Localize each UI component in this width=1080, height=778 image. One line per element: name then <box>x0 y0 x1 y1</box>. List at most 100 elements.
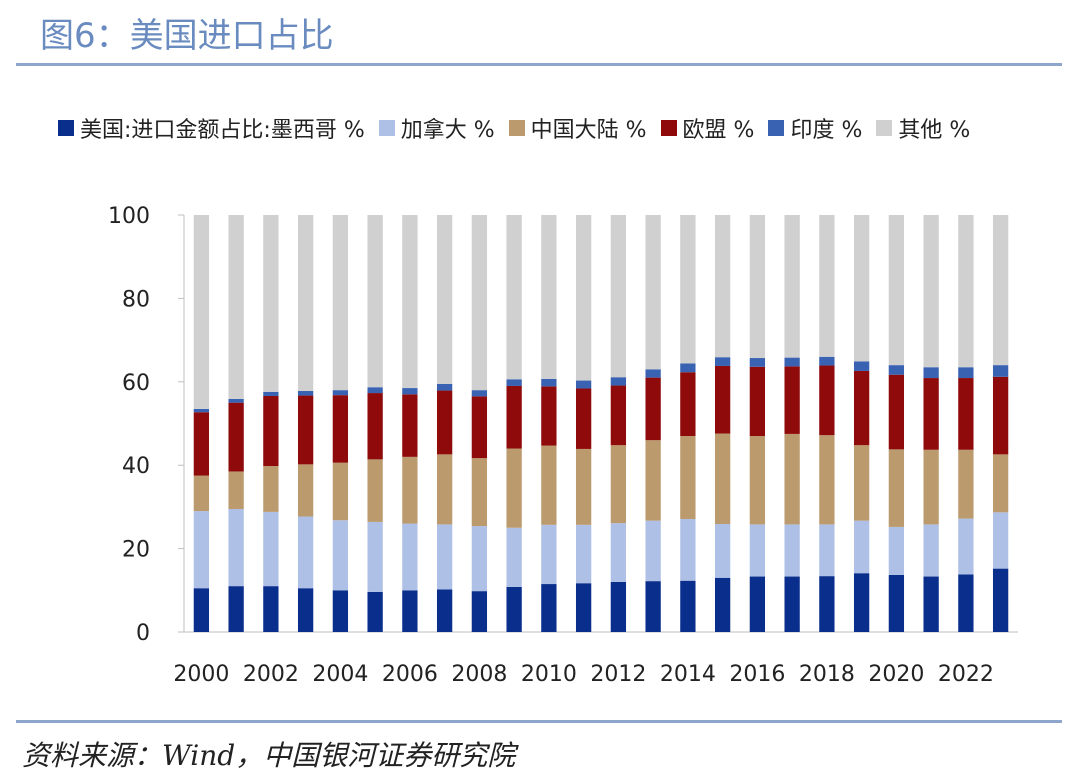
bar-segment <box>402 394 418 457</box>
x-tick-label: 2002 <box>243 662 299 687</box>
bar-segment <box>541 524 557 585</box>
bar-segment <box>714 523 731 578</box>
legend-item: 欧盟 % <box>660 112 755 144</box>
bar-segment <box>853 573 870 632</box>
bar-segment <box>436 390 453 455</box>
bar-segment <box>575 524 592 584</box>
bar-segment <box>228 398 244 403</box>
bar-segment <box>436 524 453 590</box>
bar-segment <box>263 586 279 632</box>
bar-segment <box>228 402 244 472</box>
bar-segment <box>263 511 279 587</box>
bar-segment <box>819 435 835 525</box>
bar-segment <box>645 369 661 378</box>
bar-segment <box>575 215 592 381</box>
bar-segment <box>853 520 870 574</box>
legend-item: 中国大陆 % <box>508 112 647 144</box>
bar-segment <box>402 215 418 389</box>
legend-label: 其他 % <box>898 118 971 143</box>
bar-segment <box>263 391 279 396</box>
bar-segment <box>402 523 418 591</box>
bar-segment <box>263 395 279 467</box>
x-tick-label: 2008 <box>451 662 507 687</box>
bar-segment <box>923 576 939 632</box>
bar-segment <box>749 366 766 437</box>
bar-segment <box>853 361 870 371</box>
bar-segment <box>332 395 349 463</box>
bar-segment <box>923 367 939 379</box>
y-tick-label: 80 <box>122 287 150 312</box>
bar-segment <box>888 215 905 366</box>
legend-label: 中国大陆 % <box>530 118 647 143</box>
bar-segment <box>541 215 557 379</box>
legend-item: 加拿大 % <box>378 112 495 144</box>
bar-segment <box>332 462 349 521</box>
bar-segment <box>923 449 939 525</box>
bar-segment <box>610 377 627 386</box>
bar-segment <box>958 449 974 519</box>
legend-label: 美国:进口金额占比:墨西哥 % <box>80 118 365 143</box>
bar-segment <box>402 456 418 524</box>
y-tick-label: 0 <box>136 621 150 646</box>
bar-segment <box>992 215 1009 366</box>
bar-segment <box>297 464 314 517</box>
x-tick-label: 2006 <box>382 662 438 687</box>
bar-segment <box>471 591 488 632</box>
bar-segment <box>506 385 522 449</box>
bar-segment <box>749 358 766 367</box>
bar-segment <box>541 445 557 525</box>
bar-segment <box>714 577 731 632</box>
legend-item: 其他 % <box>876 112 970 144</box>
bar-segment <box>958 215 974 368</box>
bar-segment <box>506 448 522 528</box>
y-tick-label: 20 <box>122 538 150 563</box>
bar-segment <box>575 448 592 525</box>
chart-legend: 美国:进口金额占比:墨西哥 % 加拿大 % 中国大陆 % 欧盟 % 印度 % 其他 % <box>58 112 984 144</box>
title-divider <box>16 63 1062 66</box>
y-tick-label: 60 <box>122 371 150 396</box>
legend-swatch <box>58 120 74 136</box>
bar-segment <box>332 390 349 396</box>
bar-segment <box>819 356 835 366</box>
bar-segment <box>332 520 349 591</box>
bar-segment <box>402 388 418 395</box>
bar-segment <box>923 524 939 577</box>
bar-segment <box>575 380 592 389</box>
y-tick-label: 100 <box>108 204 150 229</box>
bar-segment <box>853 215 870 362</box>
bar-segment <box>541 378 557 387</box>
bar-segment <box>749 436 766 525</box>
bar-segment <box>436 454 453 525</box>
source-note: 资料来源：Wind，中国银河证券研究院 <box>22 739 516 772</box>
bar-segment <box>228 215 244 399</box>
x-tick-label: 2004 <box>312 662 368 687</box>
bar-segment <box>819 215 835 357</box>
bar-segment <box>610 523 627 582</box>
bar-segment <box>436 589 453 632</box>
bar-segment <box>610 215 627 378</box>
legend-swatch <box>768 120 785 136</box>
x-tick-label: 2022 <box>938 662 994 687</box>
x-tick-label: 2012 <box>590 662 646 687</box>
bar-segment <box>645 377 661 441</box>
bar-segment <box>471 458 488 527</box>
bar-segment <box>645 581 661 632</box>
bar-segment <box>506 527 522 587</box>
bar-segment <box>575 388 592 449</box>
bar-segment <box>958 367 974 379</box>
legend-item: 美国:进口金额占比:墨西哥 % <box>58 112 365 144</box>
bar-segment <box>367 591 383 632</box>
bar-segment <box>471 396 488 459</box>
bar-segment <box>367 387 383 394</box>
bar-segment <box>297 588 314 632</box>
bar-segment <box>367 459 383 522</box>
bar-segment <box>958 378 974 450</box>
legend-label: 欧盟 % <box>682 118 755 143</box>
bar-segment <box>610 385 627 446</box>
bar-segment <box>992 365 1009 377</box>
bar-segment <box>853 370 870 446</box>
bar-segment <box>888 374 905 450</box>
bar-segment <box>228 508 244 587</box>
bar-segment <box>645 440 661 521</box>
bar-segment <box>680 215 696 364</box>
